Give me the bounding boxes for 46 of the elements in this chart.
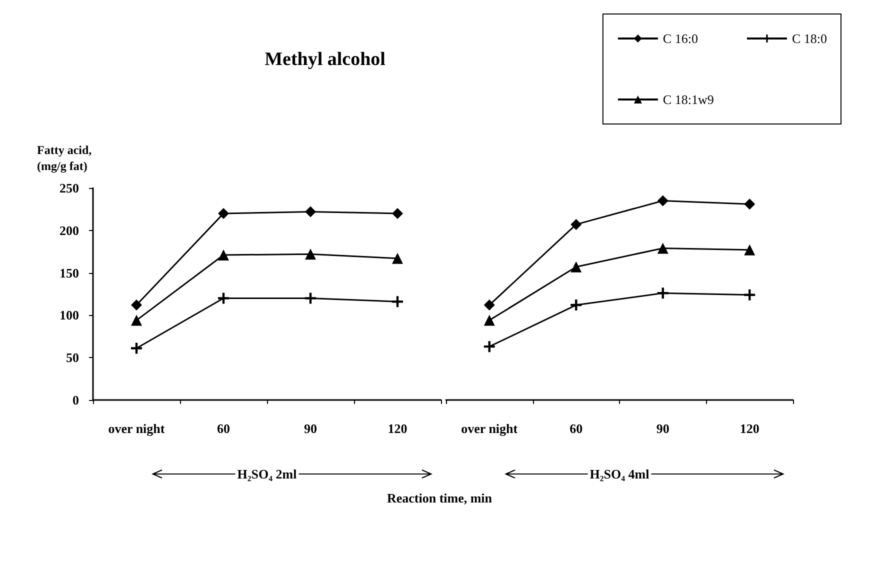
point [305,206,316,218]
point [131,342,142,354]
point [657,195,668,206]
point [744,289,756,300]
point [131,314,142,326]
point [570,300,582,311]
x-tick-label: over night [108,421,166,436]
legend-label: C 18:1w9 [662,92,714,107]
y-tick-label: 50 [66,350,79,366]
point [570,218,582,230]
x-tick-label: 60 [217,421,230,436]
x-tick-label: 120 [740,421,760,436]
x-tick-label: 120 [388,421,408,436]
point [392,252,403,264]
point [484,300,495,311]
x-tick-label: 60 [570,421,583,436]
point [744,244,756,256]
x-tick-label: over night [461,421,518,436]
point [305,292,316,304]
text: H₂SO₄ 4ml [590,466,650,482]
y-tick-label: 250 [60,180,79,196]
text: H₂SO₄ 2ml [237,466,298,482]
x-tick-label: 90 [304,421,317,436]
y-tick-label: 100 [60,308,79,323]
legend-label: C 16:0 [662,31,698,46]
x-axis-title: Reaction time, min [386,490,493,506]
y-tick-label: 0 [72,392,79,408]
y-tick-label: 150 [60,265,79,280]
point [744,198,756,210]
y-axis-title: Fatty acid, (mg/g fat) [37,143,92,173]
point [218,208,229,219]
y-tick-label: 200 [60,222,79,238]
point [218,292,229,304]
point [392,208,403,219]
point [131,300,142,311]
point [657,288,668,299]
point [392,296,403,308]
point [657,242,668,254]
chart-title: Methyl alcohol [264,49,386,70]
point [570,261,582,272]
x-tick-label: 90 [656,421,670,436]
legend-label: C 18:0 [792,31,828,46]
point [305,248,316,260]
point [218,249,229,260]
point [484,314,495,326]
point [484,341,495,352]
